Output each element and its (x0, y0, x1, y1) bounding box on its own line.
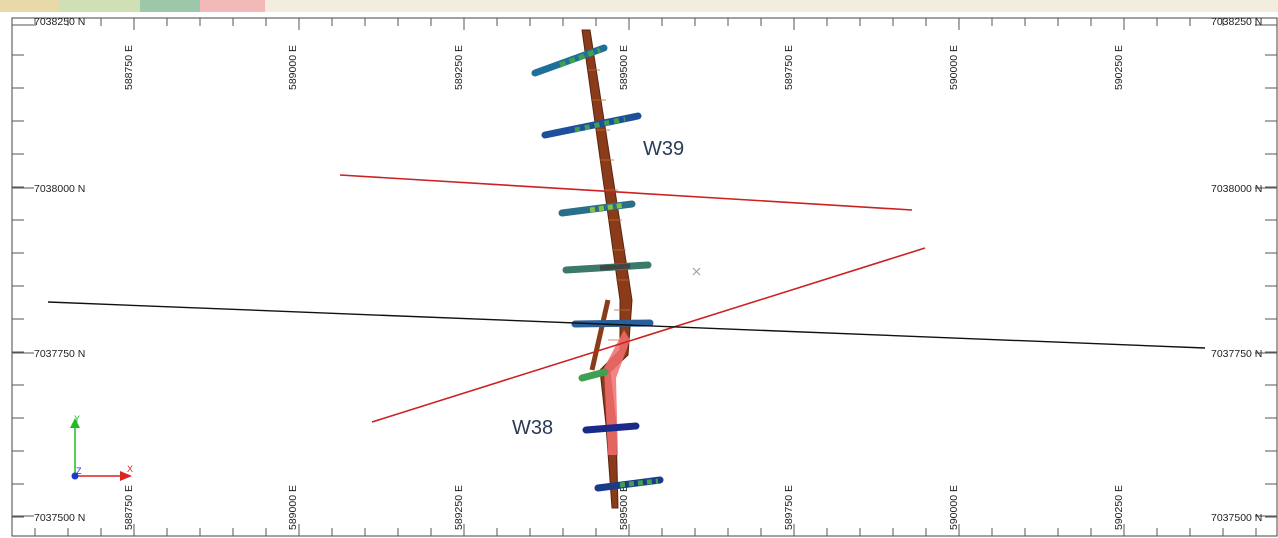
easting-labels-top: 588750 E 589000 E 589250 E 589500 E 589750 E… (123, 45, 1125, 90)
drill-hole[interactable] (578, 368, 609, 382)
section-line-red-upper[interactable] (339, 174, 913, 211)
section-line-black[interactable] (47, 301, 1206, 349)
northing-labels-left: 7038250 N 7038000 N 7037750 N 7037500 N (34, 16, 85, 524)
grid-ticks (12, 18, 1277, 536)
easting-label: 589750 E (783, 485, 795, 530)
northing-label: 7037750 N (34, 348, 85, 360)
drill-hole-assay (619, 478, 659, 488)
northing-label: 7038000 N (34, 183, 85, 195)
northing-label: 7038250 N (1211, 16, 1262, 28)
easting-label: 589500 E (618, 45, 630, 90)
drill-hole-assay (599, 263, 631, 271)
drill-hole-assay (559, 47, 601, 68)
easting-label: 590250 E (1113, 485, 1125, 530)
map-frame (11, 17, 1278, 537)
easting-label: 590000 E (948, 485, 960, 530)
easting-label: 589000 E (287, 485, 299, 530)
easting-label: 589250 E (453, 485, 465, 530)
easting-label: 589750 E (783, 45, 795, 90)
drill-hole[interactable] (582, 422, 640, 434)
trench-highlight (604, 330, 630, 455)
well-label-w39: W39 (643, 138, 684, 160)
axes-triad-icon: Y X Z (70, 414, 133, 481)
branch-trace (589, 299, 611, 371)
easting-label: 590250 E (1113, 45, 1125, 90)
northing-label: 7037500 N (34, 512, 85, 524)
axis-z-label: Z (76, 466, 82, 476)
easting-label: 588750 E (123, 485, 135, 530)
drill-hole[interactable] (541, 112, 642, 139)
easting-label: 589000 E (287, 45, 299, 90)
legend-color-strip (0, 0, 1278, 12)
section-line-red-lower[interactable] (371, 247, 926, 423)
drill-hole-assay (574, 116, 626, 133)
northing-label: 7038250 N (34, 16, 85, 28)
northing-label: 7037500 N (1211, 512, 1262, 524)
axis-x-label: X (127, 464, 133, 474)
easting-labels-bottom: 588750 E 589000 E 589250 E 589500 E 589750 E… (123, 485, 1125, 530)
easting-label: 589250 E (453, 45, 465, 90)
cursor-cross-icon (692, 267, 701, 276)
drill-hole-assay (589, 202, 626, 213)
northing-label: 7038000 N (1211, 183, 1262, 195)
easting-label: 590000 E (948, 45, 960, 90)
northing-label: 7037750 N (1211, 348, 1262, 360)
axis-y-label: Y (74, 414, 80, 424)
well-label-w38: W38 (512, 417, 553, 439)
easting-label: 589500 E (618, 485, 630, 530)
easting-label: 588750 E (123, 45, 135, 90)
northing-labels-right: 7038250 N 7038000 N 7037750 N 7037500 N (1211, 16, 1262, 524)
